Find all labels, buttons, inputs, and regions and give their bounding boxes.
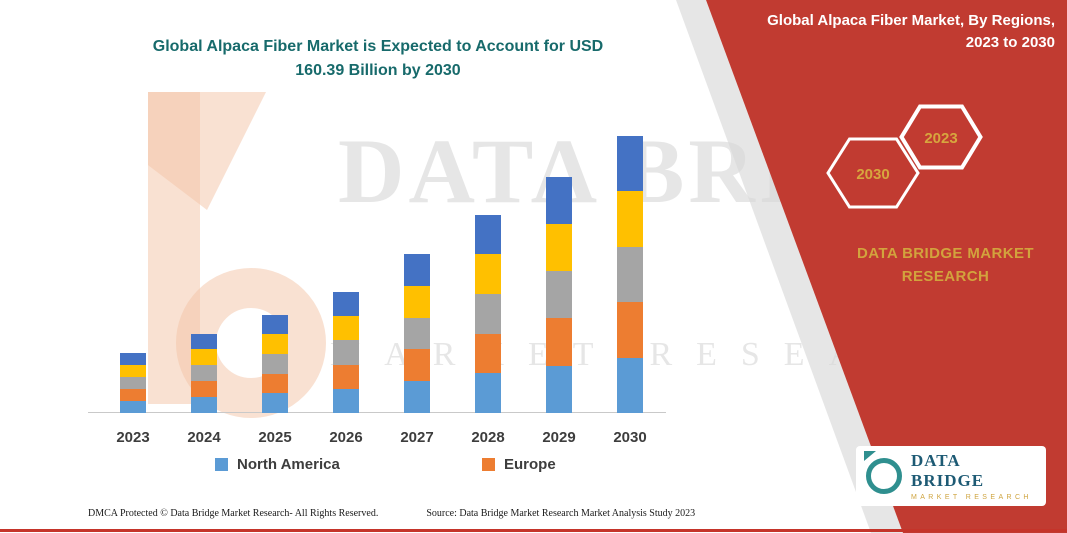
bar-segment-segment-darkblue <box>262 314 288 335</box>
bar-segment-segment-gray <box>262 353 288 374</box>
bar-segment-europe <box>191 381 217 398</box>
panel-brand-line2: RESEARCH <box>901 267 990 285</box>
hexagon-2023-label: 2023 <box>924 130 958 147</box>
bar-segment-segment-yellow <box>262 334 288 354</box>
x-axis-label-2023: 2023 <box>116 429 150 446</box>
logo-sub-text: MARKET RESEARCH <box>911 494 1032 501</box>
x-axis-label-2024: 2024 <box>187 429 221 446</box>
chart-title-line1: Global Alpaca Fiber Market is Expected t… <box>152 38 604 55</box>
chart-title-line2: 160.39 Billion by 2030 <box>295 62 461 79</box>
hexagon-2023 <box>899 104 983 170</box>
stacked-bar-2024 <box>191 333 217 413</box>
stacked-bar-2023 <box>120 352 146 413</box>
stacked-bar-2029 <box>546 176 572 413</box>
bar-segment-segment-darkblue <box>546 176 572 224</box>
dmca-notice: DMCA Protected © Data Bridge Market Rese… <box>88 508 379 519</box>
data-bridge-logo-card: DATA BRIDGE MARKET RESEARCH <box>856 446 1046 506</box>
source-note: Source: Data Bridge Market Research Mark… <box>426 508 696 519</box>
bar-segment-north-america <box>546 365 572 413</box>
bar-segment-segment-darkblue <box>475 214 501 255</box>
bar-segment-segment-gray <box>120 376 146 389</box>
bottom-red-line <box>0 529 1067 532</box>
bar-segment-europe <box>404 349 430 382</box>
bar-segment-segment-yellow <box>546 223 572 272</box>
bar-segment-north-america <box>191 397 217 413</box>
bar-segment-segment-darkblue <box>404 254 430 286</box>
bar-segment-segment-darkblue <box>333 292 359 317</box>
logo-text-block: DATA BRIDGE MARKET RESEARCH <box>911 451 1036 501</box>
bar-segment-europe <box>475 333 501 374</box>
bar-segment-segment-darkblue <box>120 352 146 365</box>
legend-label: North America <box>237 456 340 473</box>
hexagon-2030-label: 2030 <box>856 166 890 183</box>
stacked-bar-2028 <box>475 214 501 413</box>
bar-segment-segment-yellow <box>404 285 430 318</box>
bar-segment-north-america <box>617 357 643 413</box>
x-axis-label-2028: 2028 <box>471 429 505 446</box>
bar-segment-north-america <box>333 388 359 413</box>
bar-segment-north-america <box>404 381 430 413</box>
bar-segment-segment-yellow <box>120 364 146 377</box>
bar-segment-segment-yellow <box>333 316 359 341</box>
bar-segment-north-america <box>120 400 146 413</box>
x-axis-label-2026: 2026 <box>329 429 363 446</box>
bar-segment-europe <box>546 318 572 366</box>
bar-segment-segment-darkblue <box>617 136 643 192</box>
x-axis-label-2027: 2027 <box>400 429 434 446</box>
panel-heading: Global Alpaca Fiber Market, By Regions, … <box>725 10 1055 54</box>
hexagon-2030 <box>826 137 920 209</box>
x-axis-label-2030: 2030 <box>613 429 647 446</box>
logo-brand-text: DATA BRIDGE <box>911 451 985 490</box>
bar-segment-segment-gray <box>617 246 643 303</box>
legend-item-north-america: North America <box>215 456 340 473</box>
legend-item-europe: Europe <box>482 456 556 473</box>
gray-diagonal-stripe <box>676 0 903 533</box>
bar-segment-europe <box>617 302 643 358</box>
bar-segment-segment-darkblue <box>191 333 217 350</box>
chart-title: Global Alpaca Fiber Market is Expected t… <box>113 35 643 83</box>
x-axis-label-2029: 2029 <box>542 429 576 446</box>
panel-brand-line1: DATA BRIDGE MARKET <box>857 245 1034 262</box>
legend-label: Europe <box>504 456 556 473</box>
stacked-bar-2025 <box>262 314 288 413</box>
bar-segment-segment-gray <box>546 271 572 319</box>
bar-segment-segment-yellow <box>475 254 501 294</box>
bar-segment-segment-gray <box>191 365 217 382</box>
legend-swatch <box>482 458 495 471</box>
bar-segment-europe <box>120 388 146 401</box>
bar-segment-north-america <box>475 373 501 413</box>
x-axis-label-2025: 2025 <box>258 429 292 446</box>
panel-heading-line2: 2023 to 2030 <box>965 33 1055 51</box>
bar-segment-segment-yellow <box>617 191 643 247</box>
stacked-bar-2030 <box>617 136 643 413</box>
bar-segment-north-america <box>262 393 288 413</box>
bar-segment-segment-gray <box>333 340 359 365</box>
bar-segment-segment-yellow <box>191 349 217 366</box>
bar-segment-europe <box>333 364 359 389</box>
panel-brand-text: DATA BRIDGE MARKET RESEARCH <box>843 243 1048 288</box>
panel-heading-line1: Global Alpaca Fiber Market, By Regions, <box>767 12 1055 29</box>
stacked-bar-2027 <box>404 254 430 413</box>
bar-segment-europe <box>262 373 288 394</box>
bar-segment-segment-gray <box>475 293 501 334</box>
bar-segment-segment-gray <box>404 317 430 350</box>
stacked-bar-2026 <box>333 292 359 413</box>
footer: DMCA Protected © Data Bridge Market Rese… <box>88 508 695 519</box>
legend-swatch <box>215 458 228 471</box>
x-axis-line <box>88 412 666 413</box>
data-bridge-logo-icon <box>864 451 902 494</box>
